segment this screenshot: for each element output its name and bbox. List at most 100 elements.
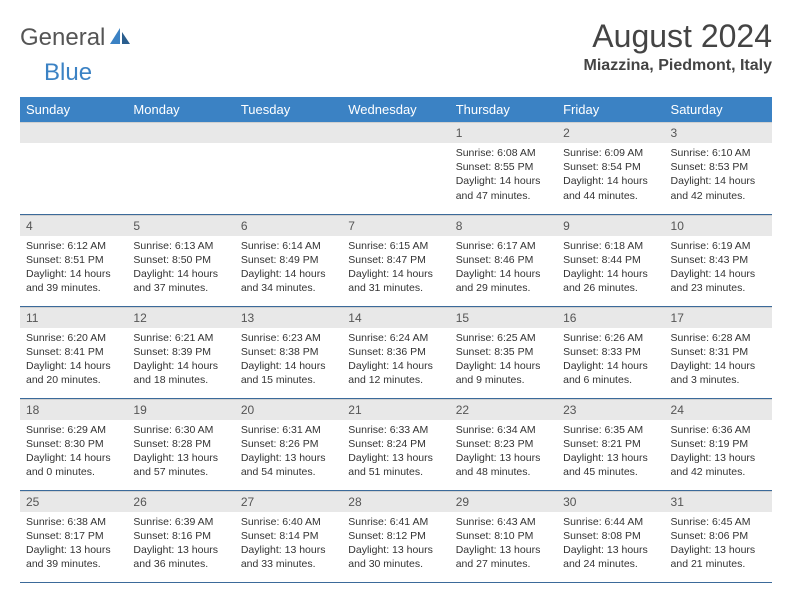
day-number: 28 — [342, 491, 449, 512]
day-number: 16 — [557, 307, 664, 328]
day-number: 14 — [342, 307, 449, 328]
calendar-cell: 12Sunrise: 6:21 AMSunset: 8:39 PMDayligh… — [127, 306, 234, 398]
day-number: 13 — [235, 307, 342, 328]
calendar-cell: 16Sunrise: 6:26 AMSunset: 8:33 PMDayligh… — [557, 306, 664, 398]
day-details: Sunrise: 6:43 AMSunset: 8:10 PMDaylight:… — [450, 512, 557, 576]
title-block: August 2024 Miazzina, Piedmont, Italy — [584, 18, 772, 75]
day-number: 11 — [20, 307, 127, 328]
calendar-cell: 22Sunrise: 6:34 AMSunset: 8:23 PMDayligh… — [450, 398, 557, 490]
day-number — [342, 122, 449, 143]
calendar-cell: 7Sunrise: 6:15 AMSunset: 8:47 PMDaylight… — [342, 214, 449, 306]
calendar-cell: 14Sunrise: 6:24 AMSunset: 8:36 PMDayligh… — [342, 306, 449, 398]
day-number: 27 — [235, 491, 342, 512]
calendar-week-row: 1Sunrise: 6:08 AMSunset: 8:55 PMDaylight… — [20, 122, 772, 214]
day-details: Sunrise: 6:09 AMSunset: 8:54 PMDaylight:… — [557, 143, 664, 207]
day-number: 31 — [665, 491, 772, 512]
day-number: 26 — [127, 491, 234, 512]
day-details: Sunrise: 6:38 AMSunset: 8:17 PMDaylight:… — [20, 512, 127, 576]
calendar-cell: 10Sunrise: 6:19 AMSunset: 8:43 PMDayligh… — [665, 214, 772, 306]
day-details: Sunrise: 6:35 AMSunset: 8:21 PMDaylight:… — [557, 420, 664, 484]
day-details: Sunrise: 6:10 AMSunset: 8:53 PMDaylight:… — [665, 143, 772, 207]
calendar-cell: 24Sunrise: 6:36 AMSunset: 8:19 PMDayligh… — [665, 398, 772, 490]
calendar-cell: 19Sunrise: 6:30 AMSunset: 8:28 PMDayligh… — [127, 398, 234, 490]
calendar-cell: 3Sunrise: 6:10 AMSunset: 8:53 PMDaylight… — [665, 122, 772, 214]
day-number: 17 — [665, 307, 772, 328]
month-title: August 2024 — [584, 18, 772, 55]
day-details: Sunrise: 6:41 AMSunset: 8:12 PMDaylight:… — [342, 512, 449, 576]
calendar-cell — [235, 122, 342, 214]
day-number: 6 — [235, 215, 342, 236]
day-details: Sunrise: 6:21 AMSunset: 8:39 PMDaylight:… — [127, 328, 234, 392]
day-number: 4 — [20, 215, 127, 236]
calendar-cell: 20Sunrise: 6:31 AMSunset: 8:26 PMDayligh… — [235, 398, 342, 490]
day-details: Sunrise: 6:28 AMSunset: 8:31 PMDaylight:… — [665, 328, 772, 392]
day-number: 18 — [20, 399, 127, 420]
calendar-cell: 26Sunrise: 6:39 AMSunset: 8:16 PMDayligh… — [127, 490, 234, 582]
calendar-cell: 15Sunrise: 6:25 AMSunset: 8:35 PMDayligh… — [450, 306, 557, 398]
day-details: Sunrise: 6:34 AMSunset: 8:23 PMDaylight:… — [450, 420, 557, 484]
day-details: Sunrise: 6:17 AMSunset: 8:46 PMDaylight:… — [450, 236, 557, 300]
day-details: Sunrise: 6:30 AMSunset: 8:28 PMDaylight:… — [127, 420, 234, 484]
calendar-cell: 17Sunrise: 6:28 AMSunset: 8:31 PMDayligh… — [665, 306, 772, 398]
calendar-cell: 21Sunrise: 6:33 AMSunset: 8:24 PMDayligh… — [342, 398, 449, 490]
calendar-cell — [20, 122, 127, 214]
weekday-header: Thursday — [450, 97, 557, 122]
day-details: Sunrise: 6:24 AMSunset: 8:36 PMDaylight:… — [342, 328, 449, 392]
day-details: Sunrise: 6:39 AMSunset: 8:16 PMDaylight:… — [127, 512, 234, 576]
calendar-cell — [342, 122, 449, 214]
calendar-cell: 31Sunrise: 6:45 AMSunset: 8:06 PMDayligh… — [665, 490, 772, 582]
logo-text-blue: Blue — [20, 59, 92, 87]
day-number: 25 — [20, 491, 127, 512]
calendar-week-row: 11Sunrise: 6:20 AMSunset: 8:41 PMDayligh… — [20, 306, 772, 398]
day-number: 9 — [557, 215, 664, 236]
weekday-header: Tuesday — [235, 97, 342, 122]
day-number: 19 — [127, 399, 234, 420]
day-number: 22 — [450, 399, 557, 420]
calendar-cell: 29Sunrise: 6:43 AMSunset: 8:10 PMDayligh… — [450, 490, 557, 582]
calendar-body: 1Sunrise: 6:08 AMSunset: 8:55 PMDaylight… — [20, 122, 772, 582]
weekday-header: Saturday — [665, 97, 772, 122]
calendar-week-row: 25Sunrise: 6:38 AMSunset: 8:17 PMDayligh… — [20, 490, 772, 582]
day-number — [127, 122, 234, 143]
day-details: Sunrise: 6:31 AMSunset: 8:26 PMDaylight:… — [235, 420, 342, 484]
day-details: Sunrise: 6:26 AMSunset: 8:33 PMDaylight:… — [557, 328, 664, 392]
day-number: 15 — [450, 307, 557, 328]
calendar-cell: 6Sunrise: 6:14 AMSunset: 8:49 PMDaylight… — [235, 214, 342, 306]
calendar-cell: 8Sunrise: 6:17 AMSunset: 8:46 PMDaylight… — [450, 214, 557, 306]
day-number: 1 — [450, 122, 557, 143]
calendar-cell: 9Sunrise: 6:18 AMSunset: 8:44 PMDaylight… — [557, 214, 664, 306]
day-number: 8 — [450, 215, 557, 236]
calendar-cell: 23Sunrise: 6:35 AMSunset: 8:21 PMDayligh… — [557, 398, 664, 490]
calendar-cell: 30Sunrise: 6:44 AMSunset: 8:08 PMDayligh… — [557, 490, 664, 582]
day-details: Sunrise: 6:45 AMSunset: 8:06 PMDaylight:… — [665, 512, 772, 576]
weekday-header: Friday — [557, 97, 664, 122]
day-number — [20, 122, 127, 143]
calendar-cell: 4Sunrise: 6:12 AMSunset: 8:51 PMDaylight… — [20, 214, 127, 306]
day-details: Sunrise: 6:12 AMSunset: 8:51 PMDaylight:… — [20, 236, 127, 300]
calendar-week-row: 4Sunrise: 6:12 AMSunset: 8:51 PMDaylight… — [20, 214, 772, 306]
day-number: 29 — [450, 491, 557, 512]
day-details: Sunrise: 6:13 AMSunset: 8:50 PMDaylight:… — [127, 236, 234, 300]
day-number: 23 — [557, 399, 664, 420]
calendar-cell: 27Sunrise: 6:40 AMSunset: 8:14 PMDayligh… — [235, 490, 342, 582]
weekday-header: Monday — [127, 97, 234, 122]
day-details: Sunrise: 6:44 AMSunset: 8:08 PMDaylight:… — [557, 512, 664, 576]
day-number: 30 — [557, 491, 664, 512]
day-number: 7 — [342, 215, 449, 236]
day-number: 12 — [127, 307, 234, 328]
calendar-cell: 18Sunrise: 6:29 AMSunset: 8:30 PMDayligh… — [20, 398, 127, 490]
day-number: 10 — [665, 215, 772, 236]
day-details: Sunrise: 6:19 AMSunset: 8:43 PMDaylight:… — [665, 236, 772, 300]
day-number: 3 — [665, 122, 772, 143]
calendar-cell: 2Sunrise: 6:09 AMSunset: 8:54 PMDaylight… — [557, 122, 664, 214]
day-details: Sunrise: 6:29 AMSunset: 8:30 PMDaylight:… — [20, 420, 127, 484]
logo: General — [20, 18, 133, 52]
day-number — [235, 122, 342, 143]
calendar-week-row: 18Sunrise: 6:29 AMSunset: 8:30 PMDayligh… — [20, 398, 772, 490]
day-details: Sunrise: 6:33 AMSunset: 8:24 PMDaylight:… — [342, 420, 449, 484]
location: Miazzina, Piedmont, Italy — [584, 57, 772, 75]
logo-text-gray: General — [20, 24, 105, 52]
calendar-cell — [127, 122, 234, 214]
day-details: Sunrise: 6:15 AMSunset: 8:47 PMDaylight:… — [342, 236, 449, 300]
calendar-table: SundayMondayTuesdayWednesdayThursdayFrid… — [20, 97, 772, 583]
